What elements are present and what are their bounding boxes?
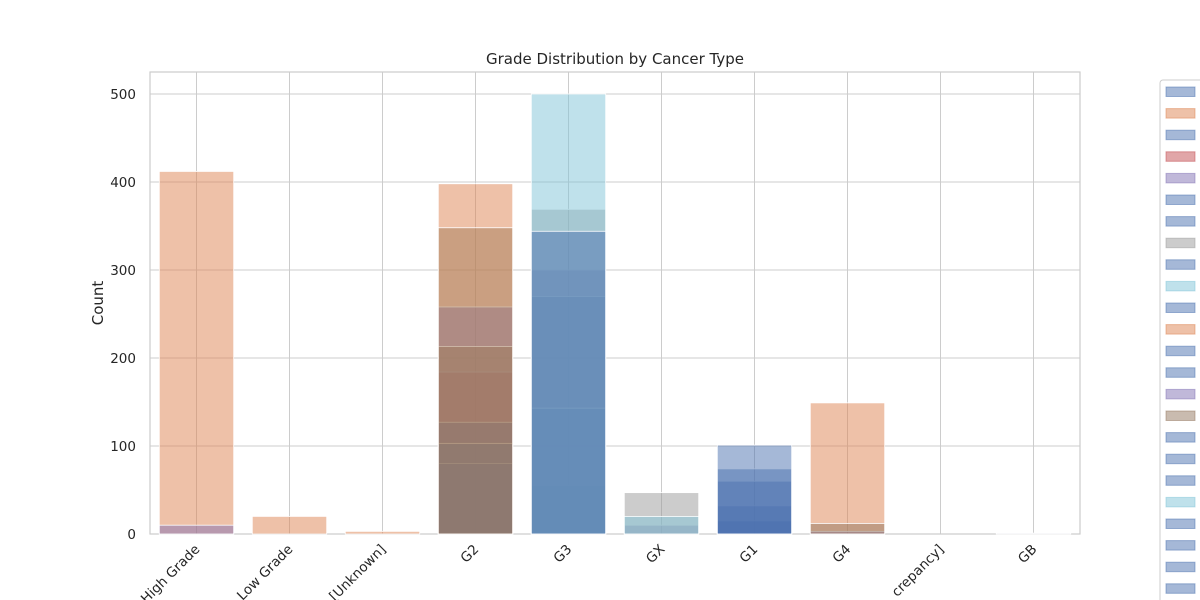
legend-swatch	[1165, 280, 1196, 292]
y-tick-label: 100	[110, 439, 136, 455]
legend-swatch	[1165, 151, 1196, 162]
legend	[1159, 79, 1200, 600]
legend-swatch	[1165, 302, 1196, 313]
legend-swatch	[1165, 518, 1196, 529]
y-tick-label: 0	[127, 527, 136, 543]
legend-swatch	[1165, 129, 1196, 141]
legend-swatch	[1165, 453, 1196, 465]
bar-series-2-unknown	[344, 530, 421, 535]
bar-series-2-low-grade	[251, 516, 328, 535]
x-tick-label: G4	[830, 542, 855, 567]
bars-layer	[158, 93, 1072, 535]
x-tick-label: Low Grade	[234, 542, 296, 600]
legend-swatch	[1165, 432, 1196, 443]
y-tick-label: 300	[110, 263, 136, 279]
legend-swatch	[1165, 216, 1196, 227]
x-tick-label: G2	[458, 542, 483, 567]
bar-series-10-gx	[623, 516, 700, 535]
legend-swatch	[1165, 475, 1196, 486]
legend-swatch	[1165, 388, 1196, 400]
y-tick-labels: 0 100 200 300 400 500	[110, 87, 136, 543]
x-tick-label: GB	[1015, 542, 1040, 567]
legend-swatch	[1165, 86, 1196, 97]
bar-series-5-high-grade	[158, 524, 235, 535]
legend-swatch	[1165, 194, 1196, 205]
legend-swatch	[1165, 496, 1196, 508]
legend-swatch	[1165, 259, 1196, 270]
x-tick-label: crepancy]	[889, 542, 948, 600]
x-tick-label: G3	[551, 542, 576, 567]
bar-series-11-g3	[530, 230, 607, 535]
bar-series-21-g1	[716, 444, 793, 535]
grid-layer	[150, 72, 1080, 535]
bar-series-24-g2	[437, 227, 514, 535]
y-tick-label: 200	[110, 351, 136, 367]
legend-swatch	[1165, 410, 1196, 421]
x-tick-label: G1	[737, 542, 762, 567]
y-tick-label: 400	[110, 175, 136, 191]
legend-swatch	[1165, 540, 1196, 551]
legend-swatch	[1165, 367, 1196, 378]
legend-swatch	[1165, 324, 1196, 335]
legend-swatch	[1165, 561, 1196, 573]
x-tick-label: High Grade	[138, 542, 203, 600]
bar-series-16-g4	[809, 523, 886, 535]
chart-title: Grade Distribution by Cancer Type	[486, 50, 744, 68]
bar-series-5-gb	[995, 532, 1072, 535]
x-tick-labels: High Grade Low Grade [Unknown] G2 G3 GX G1 G4 cr…	[138, 542, 1040, 600]
bar-series-2-high-grade	[158, 171, 235, 535]
y-axis-label: Count	[89, 281, 107, 326]
x-tick-label: GX	[643, 542, 668, 567]
legend-swatch	[1165, 345, 1196, 357]
legend-frame	[1159, 79, 1200, 600]
legend-swatch	[1165, 108, 1196, 119]
x-tick-label: [Unknown]	[326, 542, 389, 600]
legend-swatch	[1165, 237, 1196, 249]
y-tick-label: 500	[110, 87, 136, 103]
legend-swatch	[1165, 583, 1196, 594]
legend-swatch	[1165, 172, 1196, 184]
bar-series-2-g4	[809, 402, 886, 535]
